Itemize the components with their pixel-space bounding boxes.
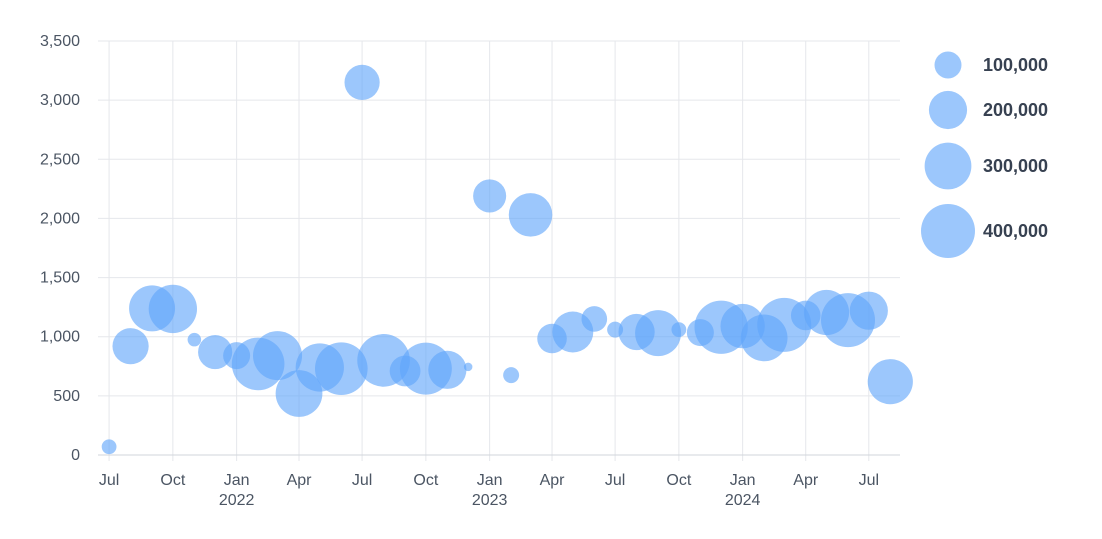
bubble-point xyxy=(198,335,233,370)
x-tick-year-label: 2022 xyxy=(219,492,255,509)
x-tick-label: Apr xyxy=(793,472,819,489)
x-tick-label: Jan xyxy=(477,472,503,489)
bubble-point xyxy=(671,322,687,338)
bubble-point xyxy=(581,306,608,332)
y-tick-label: 500 xyxy=(53,388,80,405)
bubble-point xyxy=(148,284,198,334)
x-tick-year-label: 2024 xyxy=(725,492,761,509)
legend-bubble xyxy=(928,90,968,130)
bubble-point xyxy=(508,193,553,237)
bubble-point xyxy=(849,291,888,330)
bubble-point xyxy=(635,310,682,357)
bubble-point xyxy=(473,179,507,213)
x-tick-label: Jan xyxy=(224,472,250,489)
x-tick-label: Oct xyxy=(160,472,185,489)
bubble-point xyxy=(344,64,380,101)
x-tick-label: Jan xyxy=(730,472,756,489)
x-tick-label: Oct xyxy=(666,472,691,489)
size-legend: 100,000 200,000 300,000 400,000 xyxy=(921,51,1048,258)
legend-label: 300,000 xyxy=(983,156,1048,176)
bubble-point xyxy=(101,439,117,455)
gridlines xyxy=(98,40,900,461)
legend-label: 100,000 xyxy=(983,55,1048,75)
x-tick-label: Apr xyxy=(287,472,313,489)
bubble-point xyxy=(463,362,473,372)
y-tick-label: 1,000 xyxy=(40,329,80,346)
legend-bubble xyxy=(921,204,975,258)
bubble-point xyxy=(314,342,368,395)
x-tick-label: Oct xyxy=(413,472,438,489)
y-tick-label: 0 xyxy=(71,447,80,464)
y-tick-label: 1,500 xyxy=(40,270,80,287)
bubble-point xyxy=(253,331,303,381)
legend-label: 400,000 xyxy=(983,221,1048,241)
bubble-point xyxy=(867,359,913,405)
legend-label: 200,000 xyxy=(983,100,1048,120)
bubble-point xyxy=(112,328,149,365)
bubble-point xyxy=(187,332,202,347)
x-tick-label: Jul xyxy=(99,472,119,489)
x-tick-label: Jul xyxy=(352,472,372,489)
legend-bubble xyxy=(934,51,962,79)
x-tick-year-label: 2023 xyxy=(472,492,508,509)
bubble-point xyxy=(503,367,520,384)
x-tick-label: Jul xyxy=(859,472,879,489)
y-tick-label: 2,500 xyxy=(40,151,80,168)
x-tick-label: Apr xyxy=(540,472,566,489)
x-tick-label: Jul xyxy=(605,472,625,489)
axes: 0 500 1,000 1,500 2,000 2,500 3,000 3,500 Jul Oct… xyxy=(40,33,900,509)
y-tick-label: 3,500 xyxy=(40,33,80,50)
bubbles xyxy=(101,64,913,455)
bubble-point xyxy=(428,350,467,389)
y-tick-label: 3,000 xyxy=(40,92,80,109)
y-tick-label: 2,000 xyxy=(40,210,80,227)
legend-bubble xyxy=(924,142,972,190)
